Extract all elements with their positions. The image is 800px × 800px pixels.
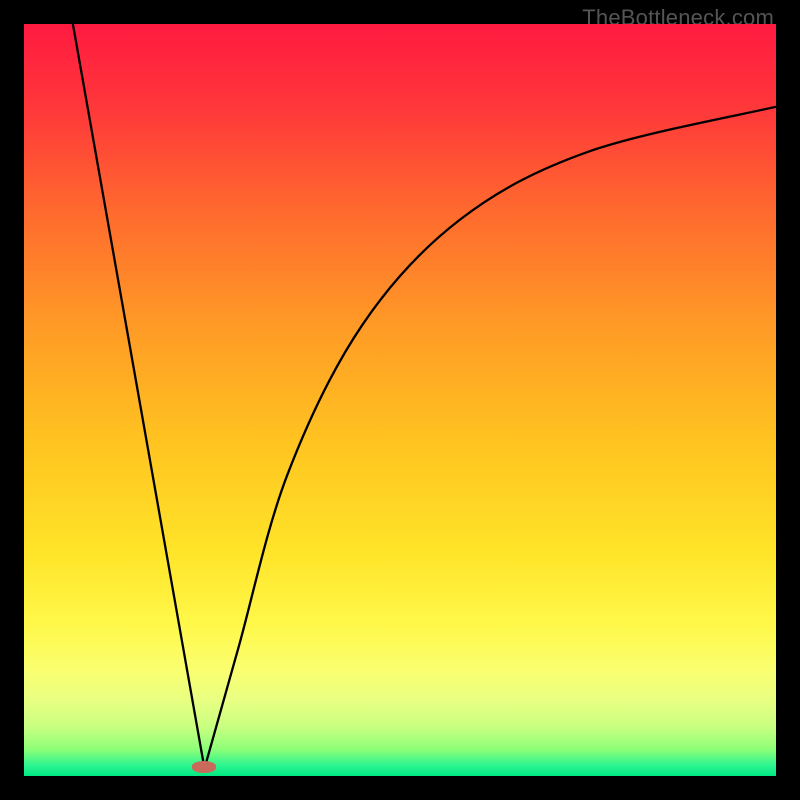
chart-frame: TheBottleneck.com — [0, 0, 800, 800]
plot-area — [24, 24, 776, 776]
bottleneck-curve — [24, 24, 776, 776]
optimal-point-marker — [192, 761, 216, 773]
